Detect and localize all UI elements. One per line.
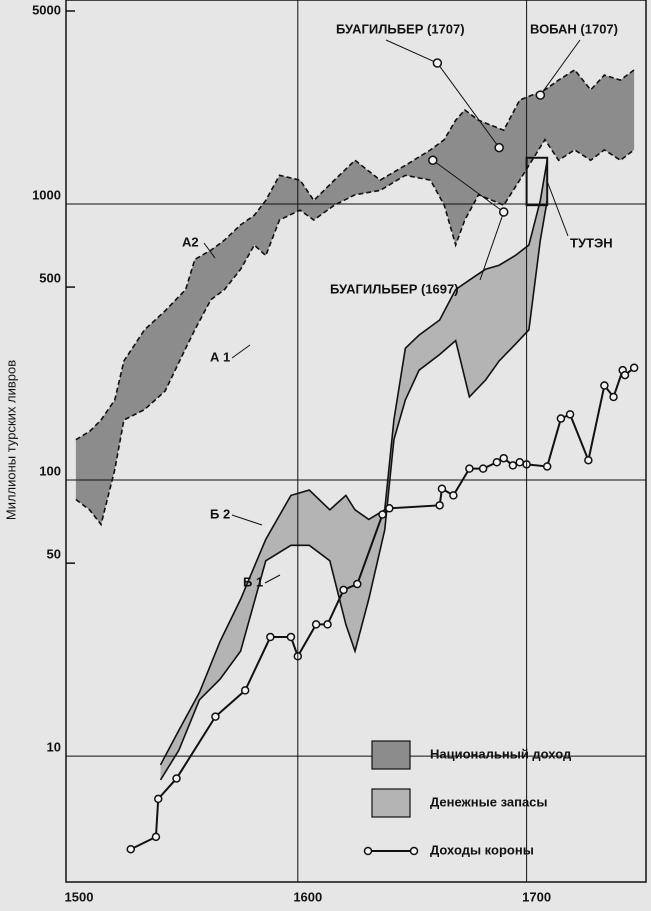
point xyxy=(492,458,502,467)
edge-label: А2 xyxy=(182,234,199,249)
estimate-point xyxy=(494,142,504,153)
x-tick-label: 1600 xyxy=(293,889,322,904)
band-edge xyxy=(159,200,548,781)
point xyxy=(266,632,275,642)
point xyxy=(339,585,348,595)
leader-line xyxy=(231,514,263,526)
estimate-label: ВОБАН (1707) xyxy=(530,21,618,36)
point xyxy=(378,510,387,519)
point xyxy=(240,686,250,695)
point xyxy=(437,484,447,493)
point xyxy=(353,579,362,589)
leader-line xyxy=(385,39,438,64)
estimate-label: ТУТЭН xyxy=(570,235,613,250)
point xyxy=(211,712,220,721)
estimate-point xyxy=(498,207,509,217)
estimate-label: БУАГИЛЬБЕР (1707) xyxy=(336,21,465,36)
y-tick-label: 5000 xyxy=(32,2,61,17)
point xyxy=(465,464,474,473)
band-area xyxy=(75,69,635,525)
estimate-point xyxy=(428,155,438,166)
point xyxy=(151,832,161,842)
point xyxy=(515,458,524,467)
point xyxy=(499,453,508,463)
y-tick-label: 1000 xyxy=(32,187,61,202)
legend-label: Национальный доход xyxy=(430,746,572,761)
point xyxy=(172,774,181,783)
band-edge xyxy=(159,160,548,766)
leader-line xyxy=(231,344,251,359)
point xyxy=(286,632,296,642)
point xyxy=(311,620,321,629)
y-tick-label: 50 xyxy=(47,547,61,562)
plot-frame xyxy=(65,0,647,883)
legend-swatch xyxy=(409,846,419,856)
point xyxy=(126,844,136,854)
line xyxy=(130,367,635,851)
point xyxy=(508,461,518,470)
point xyxy=(542,462,552,471)
legend-label: Денежные запасы xyxy=(430,794,548,809)
y-tick-label: 100 xyxy=(39,463,61,478)
point xyxy=(565,410,575,419)
band-edge xyxy=(75,68,635,441)
x-tick-label: 1700 xyxy=(522,889,551,904)
leader-line xyxy=(539,39,581,96)
estimate-line xyxy=(436,62,500,148)
legend-swatch xyxy=(371,788,411,818)
y-axis-label: Миллионы турских ливров xyxy=(3,360,18,520)
legend-label: Доходы короны xyxy=(430,842,534,857)
point xyxy=(609,392,618,402)
estimate-line xyxy=(432,159,505,213)
estimate-point xyxy=(535,90,546,100)
edge-label: Б 1 xyxy=(243,574,263,589)
point xyxy=(629,363,639,373)
leader-line xyxy=(546,181,569,237)
point xyxy=(556,414,566,423)
estimate-label: БУАГИЛЬБЕР (1697) xyxy=(330,281,459,296)
point xyxy=(435,501,444,510)
legend-swatch xyxy=(371,740,411,770)
point xyxy=(620,370,630,380)
estimate-point xyxy=(432,58,443,68)
band-area xyxy=(160,160,548,780)
point xyxy=(600,381,609,390)
edge-label: Б 2 xyxy=(210,506,230,521)
point xyxy=(153,794,163,804)
leader-line xyxy=(264,574,281,584)
band-edge xyxy=(75,138,635,527)
y-tick-label: 10 xyxy=(47,740,61,755)
point xyxy=(323,620,332,629)
edge-label: А 1 xyxy=(210,349,230,364)
x-tick-label: 1500 xyxy=(65,889,94,904)
legend-swatch xyxy=(363,846,373,856)
y-tick-label: 500 xyxy=(39,271,61,286)
point xyxy=(385,504,394,513)
point xyxy=(584,455,593,465)
point xyxy=(478,464,488,473)
leader-line xyxy=(479,211,505,281)
estimate-box xyxy=(525,156,549,207)
point xyxy=(449,491,458,500)
leader-line xyxy=(203,242,216,259)
